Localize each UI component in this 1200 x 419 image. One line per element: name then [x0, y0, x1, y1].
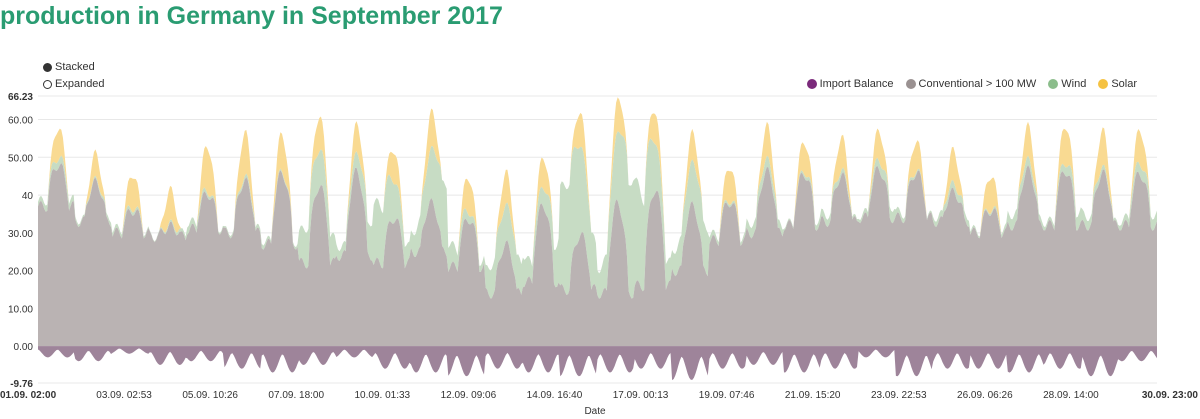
x-tick-label: 01.09. 02:00: [0, 390, 57, 401]
x-tick-label: 28.09. 14:00: [1043, 390, 1099, 401]
x-axis-label: Date: [584, 406, 606, 417]
legend-swatch-icon: [1048, 79, 1059, 89]
legend-item-import-balance[interactable]: Import Balance: [806, 78, 894, 90]
x-tick-label: 19.09. 07:46: [699, 390, 755, 401]
legend-label: Wind: [1061, 78, 1087, 90]
legend-item-conventional[interactable]: Conventional > 100 MW: [905, 78, 1037, 90]
legend-swatch-icon: [1098, 79, 1109, 89]
legend-item-solar[interactable]: Solar: [1098, 78, 1137, 90]
legend-item-wind[interactable]: Wind: [1048, 78, 1086, 90]
y-tick-label: 40: [22, 191, 34, 202]
x-tick-label: 30.09. 23:00: [1142, 390, 1199, 401]
x-tick-label: 14.09. 16:40: [527, 390, 583, 401]
expanded-mode-label: Expanded: [55, 78, 105, 90]
chart-title: production in Germany in September 2017: [0, 2, 503, 30]
legend-swatch-icon: [806, 79, 817, 89]
stacked-mode-label: Stacked: [55, 61, 95, 73]
stacked-mode-radio[interactable]: Stacked: [43, 61, 95, 73]
y-tick-label: 50.00: [8, 153, 33, 164]
legend-label: Solar: [1111, 78, 1137, 90]
y-tick-label: 20.00: [8, 267, 33, 278]
y-tick-label: 60.00: [8, 116, 33, 127]
wind-area: [38, 131, 1157, 299]
legend-label: Import Balance: [819, 78, 894, 90]
x-tick-label: 03.09. 02:53: [96, 390, 152, 401]
x-tick-label: 17.09. 00:13: [613, 390, 669, 401]
y-tick-label: 0.00: [14, 342, 34, 353]
y-tick-label: 66.23: [8, 92, 33, 103]
radio-unselected-icon: [43, 79, 52, 89]
x-tick-label: 23.09. 22:53: [871, 390, 927, 401]
conventional-area: [38, 163, 1157, 347]
x-tick-label: 10.09. 01:33: [355, 390, 411, 401]
chart-legend: Import Balance Conventional > 100 MW Win…: [806, 78, 1137, 90]
y-tick-label: -9.76: [10, 379, 33, 390]
y-tick-label: 10.00: [8, 304, 33, 315]
solar-area: [38, 97, 1157, 274]
legend-label: Conventional > 100 MW: [918, 78, 1037, 90]
x-tick-label: 05.09. 10:26: [182, 390, 238, 401]
x-tick-label: 07.09. 18:00: [268, 390, 324, 401]
legend-swatch-icon: [905, 79, 916, 89]
expanded-mode-radio[interactable]: Expanded: [43, 78, 105, 90]
radio-selected-icon: [43, 62, 52, 72]
x-tick-label: 26.09. 06:26: [957, 390, 1013, 401]
x-tick-label: 21.09. 15:20: [785, 390, 841, 401]
x-tick-label: 12.09. 09:06: [441, 390, 497, 401]
import-balance-area: [38, 346, 1157, 381]
y-tick-label: 30.00: [8, 229, 33, 240]
